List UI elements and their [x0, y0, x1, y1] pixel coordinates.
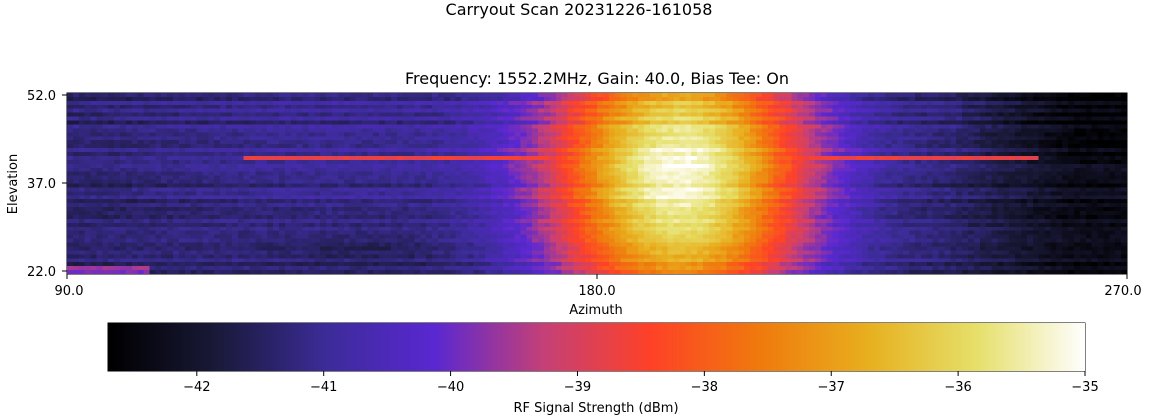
x-tick-label: 90.0: [55, 284, 84, 299]
colorbar-tick-label: −41: [310, 380, 337, 395]
colorbar-tick-label: −40: [437, 380, 464, 395]
colorbar-label: RF Signal Strength (dBm): [513, 401, 678, 416]
colorbar-gradient: [108, 323, 1085, 371]
colorbar-tick-label: −36: [944, 380, 971, 395]
chart-title: Frequency: 1552.2MHz, Gain: 40.0, Bias T…: [405, 69, 789, 88]
x-axis-label: Azimuth: [569, 303, 623, 318]
x-tick-label: 180.0: [578, 284, 615, 299]
y-axis-label: Elevation: [6, 154, 21, 214]
colorbar-tick-label: −38: [691, 380, 718, 395]
colorbar-ticks: −42 −41 −40 −39 −38 −37 −36 −35: [183, 371, 1099, 395]
colorbar-tick-label: −39: [564, 380, 591, 395]
x-tick-label: 270.0: [1104, 284, 1141, 299]
y-tick-label: 52.0: [27, 89, 56, 104]
colorbar-tick-label: −42: [183, 380, 210, 395]
y-tick-label: 37.0: [27, 177, 56, 192]
heatmap-cells: [67, 93, 1127, 274]
y-tick-label: 22.0: [27, 265, 56, 280]
colorbar-tick-label: −37: [818, 380, 845, 395]
suptitle: Carryout Scan 20231226-161058: [446, 0, 713, 19]
colorbar-tick-label: −35: [1071, 380, 1098, 395]
